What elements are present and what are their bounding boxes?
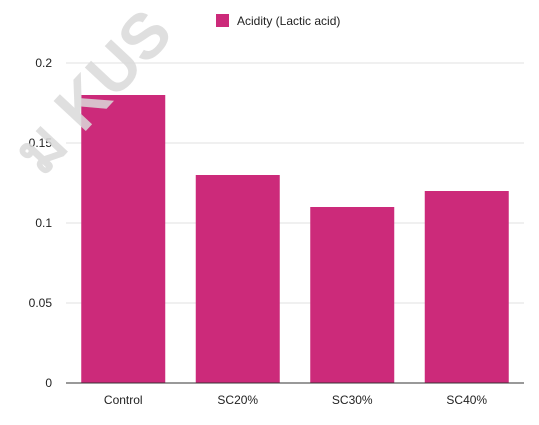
x-axis: Control SC20% SC30% SC40% bbox=[66, 382, 524, 407]
bar-sc40 bbox=[424, 191, 509, 383]
y-tick-label: 0.15 bbox=[29, 136, 53, 150]
legend-swatch bbox=[216, 14, 229, 27]
x-tick-label: SC30% bbox=[332, 393, 373, 407]
y-tick-label: 0 bbox=[45, 376, 52, 390]
y-tick-label: 0.2 bbox=[35, 56, 52, 70]
x-tick-label: SC40% bbox=[446, 393, 487, 407]
y-tick-label: 0.05 bbox=[29, 296, 53, 310]
y-axis: 0 0.05 0.1 0.15 0.2 bbox=[29, 56, 53, 390]
y-tick-label: 0.1 bbox=[35, 216, 52, 230]
legend-label-acidity: Acidity (Lactic acid) bbox=[237, 14, 340, 28]
x-tick-label: Control bbox=[104, 393, 143, 407]
x-tick-label: SC20% bbox=[217, 393, 258, 407]
bar-control bbox=[81, 95, 166, 383]
bars bbox=[81, 95, 509, 383]
legend: Acidity (Lactic acid) bbox=[216, 14, 340, 28]
bar-sc20 bbox=[195, 175, 280, 383]
bar-sc30 bbox=[310, 207, 395, 383]
